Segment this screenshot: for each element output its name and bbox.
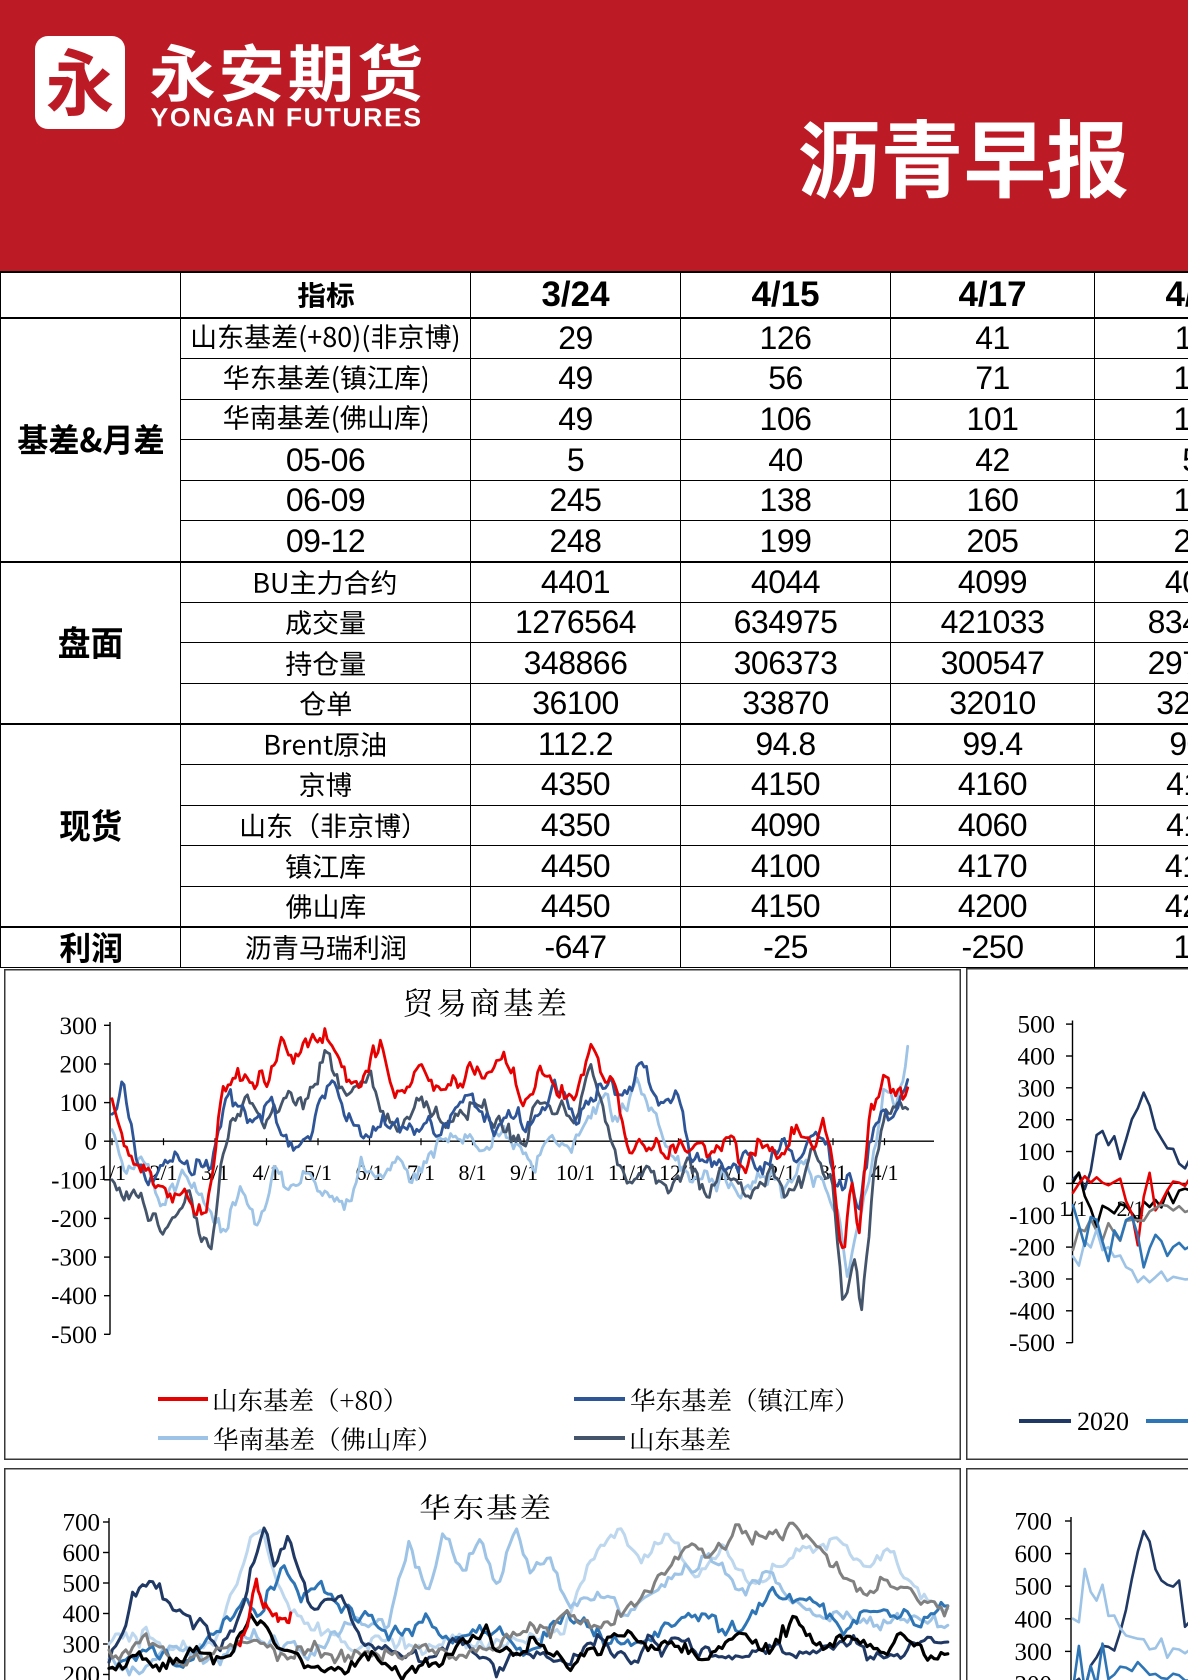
svg-text:100: 100 [60, 1090, 98, 1117]
svg-text:4/1: 4/1 [252, 1160, 280, 1185]
svg-text:500: 500 [1015, 1574, 1053, 1601]
svg-text:0: 0 [1043, 1171, 1056, 1198]
svg-text:200: 200 [1015, 1672, 1053, 1680]
svg-text:500: 500 [63, 1571, 101, 1598]
svg-text:-100: -100 [51, 1167, 97, 1194]
svg-text:-300: -300 [51, 1245, 97, 1272]
svg-text:-500: -500 [1009, 1330, 1055, 1357]
svg-text:500: 500 [1018, 1012, 1056, 1039]
svg-text:0: 0 [85, 1129, 98, 1156]
svg-text:-200: -200 [1009, 1235, 1055, 1262]
svg-text:10/1: 10/1 [556, 1160, 595, 1185]
svg-text:-100: -100 [1009, 1203, 1055, 1230]
svg-text:-400: -400 [1009, 1298, 1055, 1325]
svg-text:400: 400 [1018, 1044, 1056, 1071]
svg-text:300: 300 [63, 1632, 101, 1659]
svg-text:2020: 2020 [1077, 1407, 1129, 1436]
svg-text:700: 700 [63, 1510, 101, 1537]
svg-text:-400: -400 [51, 1283, 97, 1310]
svg-text:100: 100 [1018, 1139, 1056, 1166]
svg-text:9/1: 9/1 [510, 1160, 538, 1185]
svg-text:600: 600 [63, 1540, 101, 1567]
svg-text:600: 600 [1015, 1541, 1053, 1568]
svg-text:200: 200 [63, 1662, 101, 1680]
svg-text:300: 300 [1015, 1639, 1053, 1666]
svg-text:8/1: 8/1 [458, 1160, 486, 1185]
svg-text:300: 300 [60, 1013, 98, 1040]
svg-text:-200: -200 [51, 1206, 97, 1233]
svg-text:300: 300 [1018, 1075, 1056, 1102]
svg-text:200: 200 [1018, 1107, 1056, 1134]
svg-text:-500: -500 [51, 1322, 97, 1349]
svg-text:-300: -300 [1009, 1267, 1055, 1294]
svg-text:200: 200 [60, 1052, 98, 1079]
svg-text:700: 700 [1015, 1509, 1053, 1536]
svg-text:400: 400 [1015, 1606, 1053, 1633]
svg-text:400: 400 [63, 1601, 101, 1628]
